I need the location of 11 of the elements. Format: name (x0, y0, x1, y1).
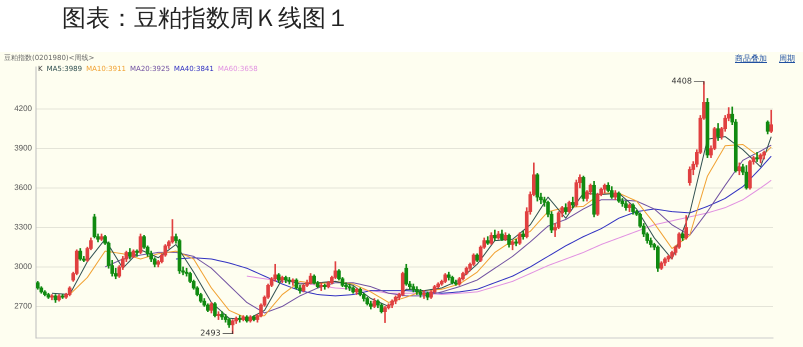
annotation: 2493 (200, 328, 221, 338)
y-tick-label: 4200 (14, 104, 33, 114)
y-tick-label: 3600 (14, 183, 33, 192)
y-tick-label: 3000 (14, 262, 33, 272)
y-tick-label: 3900 (14, 144, 33, 153)
text: 商品叠加 (735, 54, 767, 63)
text: 周期 (779, 54, 795, 63)
y-tick-label: 2700 (14, 302, 33, 311)
annotation: 4408 (672, 76, 692, 86)
y-tick-label: 3300 (14, 222, 33, 232)
chart-title: 图表：豆粕指数周Ｋ线图１ (62, 3, 350, 34)
